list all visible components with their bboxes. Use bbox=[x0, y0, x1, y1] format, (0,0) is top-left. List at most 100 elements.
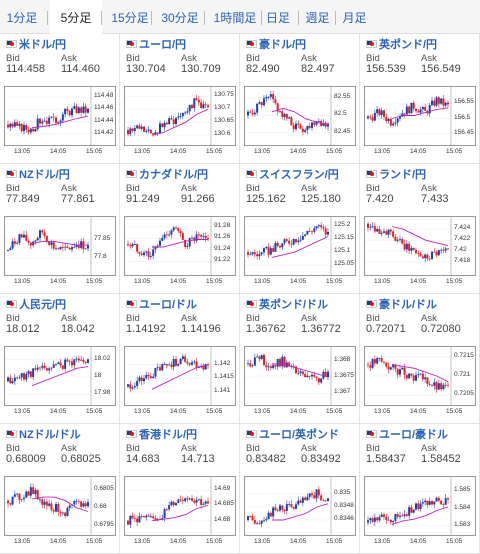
price-tick-label: 14.69 bbox=[214, 485, 231, 493]
flag-icon bbox=[246, 170, 257, 178]
candle-body bbox=[36, 237, 39, 241]
price-tick-label: 130.65 bbox=[214, 117, 234, 125]
rate-card: 米ドル/円 Bid Ask 114.458 114.460 114.48 114.46 114… bbox=[0, 34, 120, 164]
candlestick-chart[interactable]: 82.55 82.5 82.45 bbox=[244, 86, 356, 146]
pair-title-link[interactable]: 香港ドル/円 bbox=[126, 426, 197, 441]
candle-body bbox=[380, 358, 383, 362]
price-tick-label: 7.42 bbox=[454, 246, 467, 254]
tab-4[interactable]: 1時間足 bbox=[213, 11, 257, 25]
candle-body bbox=[306, 375, 309, 378]
candlestick-chart[interactable]: 0.6805 0.68 0.6795 bbox=[4, 476, 116, 536]
ask-label: Ask bbox=[61, 53, 77, 64]
chart-svg bbox=[245, 87, 332, 145]
candle-body bbox=[297, 123, 300, 125]
candle-body bbox=[399, 515, 401, 517]
tab-1[interactable]: 5分足 bbox=[50, 0, 102, 34]
pair-title-link[interactable]: NZドル/円 bbox=[6, 166, 70, 181]
tab-6[interactable]: 週足 bbox=[305, 11, 330, 25]
candle-body bbox=[168, 234, 171, 236]
candle-body bbox=[327, 371, 329, 378]
candle-body bbox=[263, 98, 265, 106]
pair-title-link[interactable]: スイスフラン/円 bbox=[246, 166, 339, 181]
candle-body bbox=[61, 365, 64, 369]
candle-body bbox=[193, 361, 196, 363]
tab-7[interactable]: 月足 bbox=[342, 11, 367, 25]
candle-body bbox=[281, 356, 284, 367]
ask-value: 0.68025 bbox=[61, 453, 101, 465]
tab-3[interactable]: 30分足 bbox=[161, 11, 199, 25]
candle-body bbox=[265, 247, 268, 249]
candle-body bbox=[25, 491, 28, 498]
candlestick-chart[interactable]: 1.142 1.1415 1.141 bbox=[124, 346, 236, 406]
price-tick-label: 0.6795 bbox=[94, 520, 114, 528]
candle-body bbox=[403, 243, 406, 250]
pair-title-link[interactable]: 豪ドル/ドル bbox=[366, 296, 437, 311]
price-tick-label: 114.44 bbox=[94, 116, 114, 124]
pair-title-link[interactable]: カナダドル/円 bbox=[126, 166, 208, 181]
pair-title-link[interactable]: 豪ドル/円 bbox=[246, 36, 306, 51]
pair-title-link[interactable]: ユーロ/英ポンド bbox=[246, 426, 339, 441]
candlestick-chart[interactable]: 18.02 18 17.98 bbox=[4, 346, 116, 406]
pair-title-link[interactable]: ユーロ/豪ドル bbox=[366, 426, 448, 441]
candle-body bbox=[84, 503, 87, 507]
candlestick-chart[interactable]: 0.7215 0.721 0.7205 bbox=[364, 346, 476, 406]
candlestick-chart[interactable]: 130.75 130.7 130.65 130.6 bbox=[124, 86, 236, 146]
candlestick-chart[interactable]: 0.835 0.8348 0.8346 bbox=[244, 476, 356, 536]
candle-body bbox=[322, 227, 325, 229]
tab-0[interactable]: 1分足 bbox=[6, 11, 38, 25]
candle-body bbox=[301, 128, 304, 132]
candlestick-chart[interactable]: 91.28 91.26 91.24 91.22 bbox=[124, 216, 236, 276]
candle-body bbox=[145, 130, 148, 132]
candle-body bbox=[371, 226, 374, 228]
candlestick-chart[interactable]: 125.2 125.15 125.1 125.05 bbox=[244, 216, 356, 276]
bid-label: Bid bbox=[366, 443, 380, 454]
tab-5[interactable]: 日足 bbox=[265, 11, 290, 25]
candle-body bbox=[387, 519, 390, 521]
pair-title-link[interactable]: 英ポンド/円 bbox=[366, 36, 437, 51]
time-tick-label: 15:05 bbox=[86, 538, 103, 545]
candle-body bbox=[172, 119, 175, 124]
candle-body bbox=[191, 498, 193, 501]
candle-body bbox=[177, 363, 180, 366]
candle-body bbox=[186, 111, 189, 113]
candlestick-chart[interactable]: 14.69 14.685 14.68 bbox=[124, 476, 236, 536]
candle-body bbox=[428, 384, 431, 386]
candle-body bbox=[428, 258, 431, 260]
time-tick-label: 15:05 bbox=[326, 538, 343, 545]
candle-body bbox=[442, 98, 445, 106]
bid-label: Bid bbox=[126, 53, 140, 64]
candle-body bbox=[127, 520, 129, 525]
pair-title-link[interactable]: ユーロ/ドル bbox=[126, 296, 197, 311]
pair-title-link[interactable]: 人民元/円 bbox=[6, 296, 66, 311]
price-tick-label: 18.02 bbox=[94, 354, 111, 362]
tab-2[interactable]: 15分足 bbox=[111, 11, 149, 25]
candle-body bbox=[421, 256, 424, 259]
candle-body bbox=[71, 361, 73, 366]
pair-title-link[interactable]: ランド/円 bbox=[366, 166, 427, 181]
pair-name: ランド/円 bbox=[379, 169, 427, 181]
pair-title-link[interactable]: NZドル/ドル bbox=[6, 426, 81, 441]
candle-body bbox=[317, 225, 320, 227]
pair-title-link[interactable]: 米ドル/円 bbox=[6, 36, 66, 51]
candle-body bbox=[57, 248, 60, 250]
candlestick-chart[interactable]: 7.424 7.422 7.42 7.418 bbox=[364, 216, 476, 276]
candlestick-chart[interactable]: 156.55 156.5 156.45 bbox=[364, 86, 476, 146]
candle-body bbox=[87, 245, 89, 249]
candle-body bbox=[281, 243, 284, 248]
pair-title-link[interactable]: ユーロ/円 bbox=[126, 36, 186, 51]
candle-body bbox=[170, 364, 173, 367]
candlestick-chart[interactable]: 1.585 1.584 1.583 bbox=[364, 476, 476, 536]
pair-title-link[interactable]: 英ポンド/ドル bbox=[246, 296, 328, 311]
time-tick-label: 13:05 bbox=[254, 148, 271, 155]
ask-label: Ask bbox=[421, 443, 437, 454]
rate-card: ユーロ/豪ドル Bid Ask 1.58437 1.58452 1.585 1.584 1.5… bbox=[360, 424, 480, 554]
candle-body bbox=[283, 239, 286, 244]
candle-body bbox=[172, 227, 175, 231]
time-tick-label: 15:05 bbox=[86, 148, 103, 155]
candlestick-chart[interactable]: 114.48 114.46 114.44 114.42 bbox=[4, 86, 116, 146]
candlestick-chart[interactable]: 1.368 1.3675 1.367 bbox=[244, 346, 356, 406]
candle-body bbox=[419, 373, 422, 375]
candle-body bbox=[313, 495, 316, 499]
candle-body bbox=[421, 502, 424, 504]
candlestick-chart[interactable]: 77.85 77.8 bbox=[4, 216, 116, 276]
